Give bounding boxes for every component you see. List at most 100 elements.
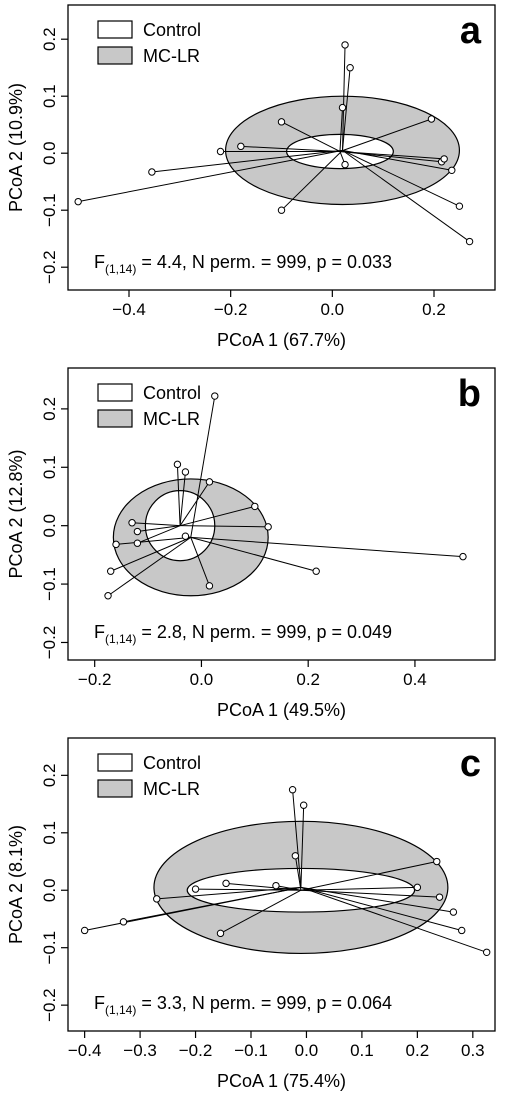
mclr-point — [74, 197, 82, 206]
control-spider-line — [294, 855, 302, 891]
mclr-point — [341, 41, 349, 49]
panel-b: −0.2 0.0 0.2 0.4 −0.2 −0.1 0.0 0.1 0.2 PCoA 1 (49… — [6, 367, 496, 720]
mclr-point — [205, 582, 214, 590]
stat-prefix: F — [94, 622, 105, 642]
control-spider-line — [179, 505, 255, 527]
y-tick-label: 0.0 — [40, 514, 59, 538]
control-point — [413, 883, 422, 892]
control-spider-line — [220, 889, 302, 934]
control-point — [133, 527, 142, 536]
y-tick-label: −0.2 — [40, 250, 59, 284]
x-tick-label: 0.0 — [190, 670, 214, 689]
x-tick-label: −0.2 — [214, 300, 248, 319]
legend-swatch-mclr — [97, 46, 133, 65]
panel-letter: b — [458, 373, 481, 415]
legend-label-mclr: MC-LR — [143, 46, 200, 66]
legend-label-control: Control — [143, 20, 201, 40]
control-spider-line — [132, 522, 181, 527]
stat-annotation: F(1,14) = 3.3, N perm. = 999, p = 0.064 — [94, 993, 392, 1017]
control-point — [435, 893, 444, 901]
y-axis-label: PCoA 2 (12.8%) — [6, 449, 26, 578]
control-spider-line — [339, 107, 343, 152]
mclr-point — [448, 166, 456, 175]
y-tick-label: −0.1 — [40, 567, 59, 601]
mclr-spider-line — [190, 395, 216, 538]
control-point — [440, 155, 448, 163]
mclr-point — [104, 592, 112, 600]
control-spider-line — [137, 525, 181, 533]
mclr-spider-line — [342, 44, 346, 151]
y-tick-label: 0.1 — [40, 455, 59, 479]
mclr-spider-line — [110, 536, 191, 572]
mclr-spider-line — [300, 886, 462, 931]
mclr-spider-line — [156, 886, 301, 900]
y-tick-label: 0.2 — [40, 397, 59, 421]
stat-suffix: = 2.8, N perm. = 999, p = 0.049 — [136, 622, 392, 642]
control-point — [216, 147, 225, 156]
mclr-spider-line — [342, 149, 452, 171]
mclr-point — [346, 64, 354, 72]
x-tick-label: 0.2 — [406, 1041, 430, 1060]
y-tick-label: 0.1 — [40, 84, 59, 108]
stat-subscript: (1,14) — [105, 262, 136, 276]
legend-swatch-control — [97, 753, 133, 772]
mclr-point — [181, 532, 190, 540]
control-point — [433, 857, 441, 866]
control-spider-line — [339, 118, 432, 152]
x-tick-label: −0.3 — [123, 1041, 157, 1060]
plot-frame — [67, 737, 496, 1032]
y-tick-label: −0.1 — [40, 931, 59, 965]
y-axis-label: PCoA 2 (8.1%) — [6, 825, 26, 944]
control-point — [341, 160, 349, 169]
x-tick-label: 0.0 — [321, 300, 345, 319]
stat-suffix: = 3.3, N perm. = 999, p = 0.064 — [136, 993, 392, 1013]
control-point — [205, 478, 214, 486]
y-tick-label: 0.2 — [40, 27, 59, 51]
mclr-point — [119, 918, 128, 926]
mclr-point — [107, 567, 115, 575]
control-point — [133, 539, 142, 547]
legend-swatch-control — [97, 20, 133, 39]
control-point — [181, 468, 190, 476]
mclr-point — [449, 908, 458, 916]
mclr-spider-line — [151, 149, 343, 173]
control-spider-line — [195, 888, 301, 891]
x-tick-label: −0.4 — [112, 300, 146, 319]
mclr-point — [458, 926, 466, 935]
x-tick-label: 0.1 — [350, 1041, 374, 1060]
x-tick-label: −0.4 — [68, 1041, 102, 1060]
y-tick-label: −0.2 — [40, 988, 59, 1022]
x-axis-label: PCoA 1 (49.5%) — [217, 700, 346, 720]
plot-frame — [67, 367, 496, 661]
legend-label-control: Control — [143, 753, 201, 773]
panel-letter: c — [460, 743, 481, 785]
mclr-point — [153, 895, 161, 903]
x-tick-label: 0.2 — [296, 670, 320, 689]
control-point — [173, 460, 182, 469]
y-tick-label: 0.0 — [40, 141, 59, 165]
control-spider-line — [281, 121, 341, 152]
mclr-spider-line — [300, 886, 487, 953]
mclr-point — [112, 540, 120, 549]
control-spider-line — [180, 525, 269, 528]
legend-swatch-control — [97, 383, 133, 402]
mclr-point — [459, 552, 467, 561]
plot-frame — [67, 4, 496, 291]
legend-label-mclr: MC-LR — [143, 779, 200, 799]
control-spider-line — [225, 882, 301, 891]
mclr-point — [288, 786, 297, 794]
mclr-spider-line — [78, 149, 343, 203]
mclr-point — [299, 801, 308, 809]
x-tick-label: 0.0 — [295, 1041, 319, 1060]
x-tick-label: −0.1 — [234, 1041, 268, 1060]
stat-prefix: F — [94, 252, 105, 272]
mclr-spider-line — [342, 67, 351, 151]
stat-annotation: F(1,14) = 4.4, N perm. = 999, p = 0.033 — [94, 252, 392, 276]
y-axis-label: PCoA 2 (10.9%) — [6, 83, 26, 212]
mclr-point — [211, 392, 219, 400]
mclr-spider-line — [190, 536, 464, 558]
mclr-point — [277, 206, 286, 214]
stat-subscript: (1,14) — [105, 1003, 136, 1017]
legend-label-control: Control — [143, 383, 201, 403]
